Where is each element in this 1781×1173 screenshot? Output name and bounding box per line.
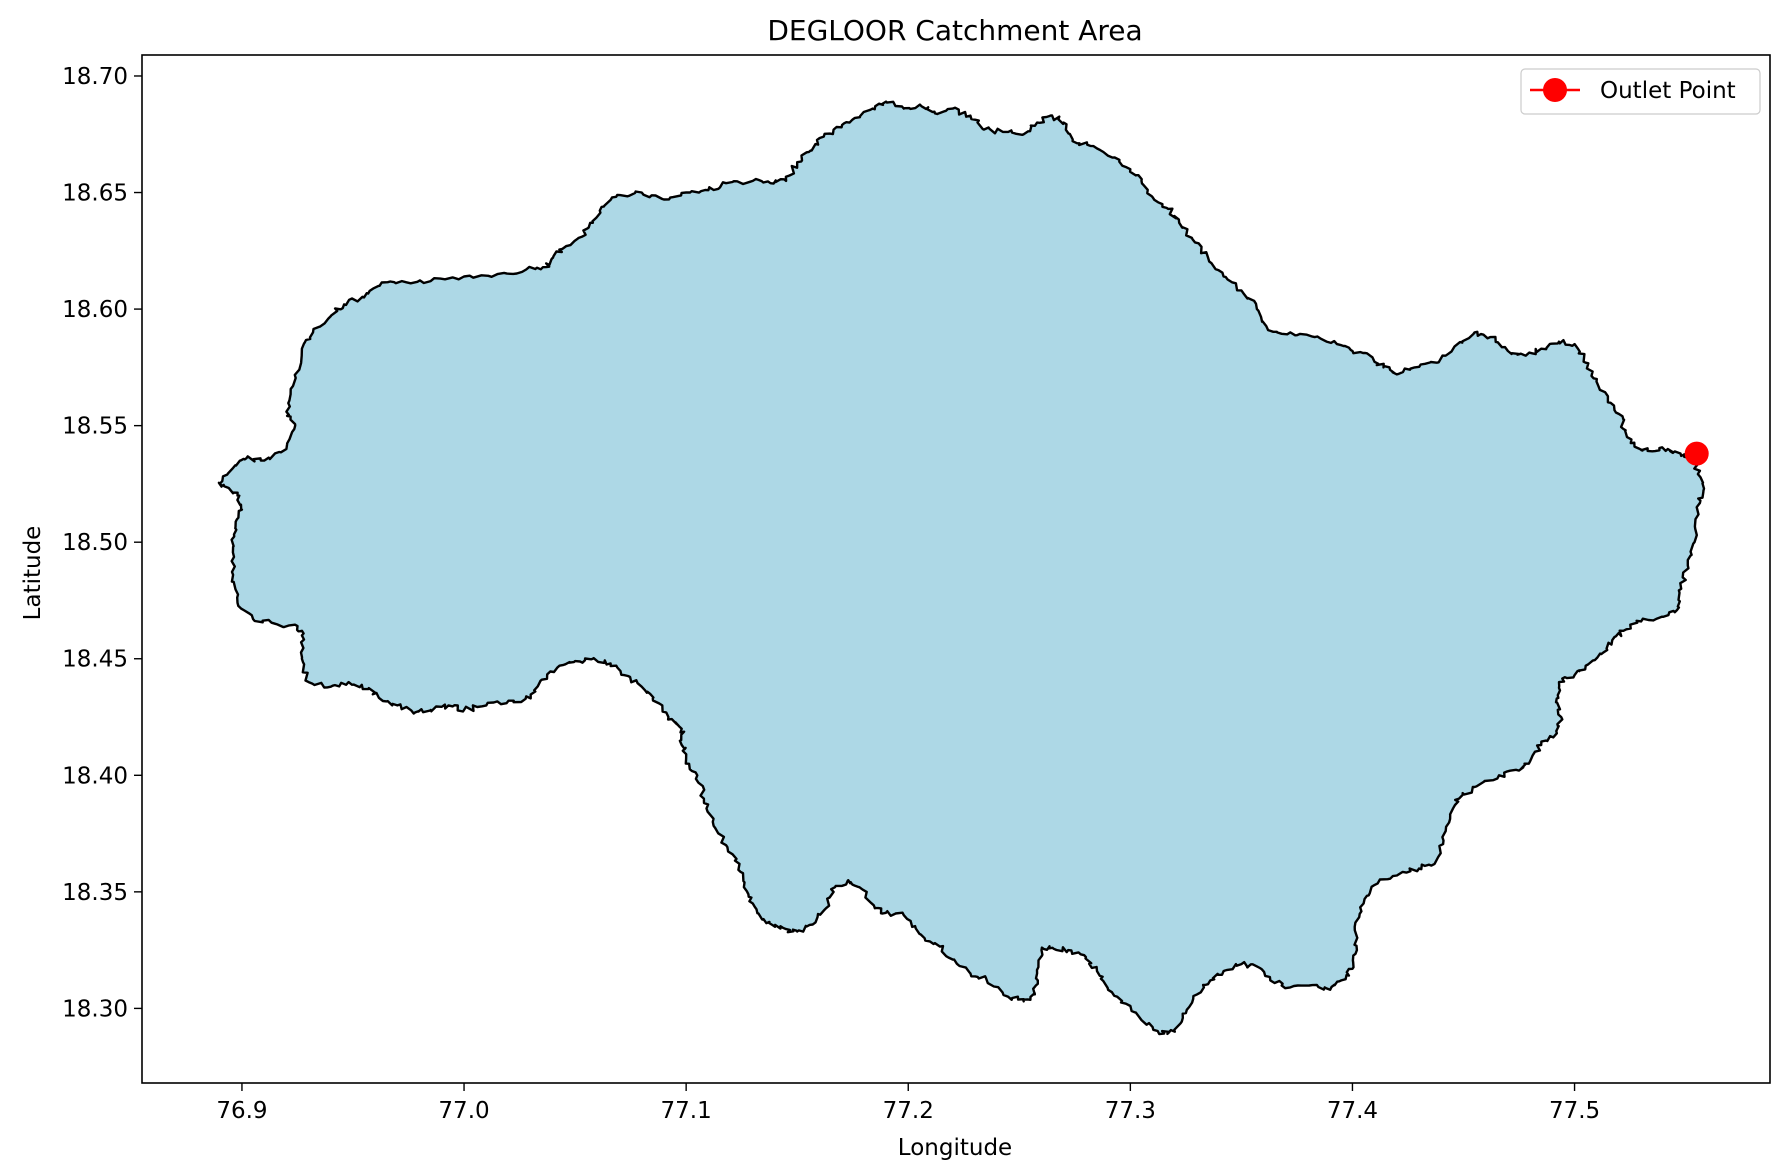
outlet-point-marker [1684, 441, 1709, 466]
y-axis: 18.30 18.35 18.40 18.45 18.50 18.55 18.60 18.65… [62, 64, 142, 1022]
y-tick-label: 18.65 [62, 181, 128, 207]
y-tick-label: 18.55 [62, 414, 128, 440]
outlet-point-group [1684, 441, 1709, 466]
plot-title: DEGLOOR Catchment Area [767, 14, 1142, 47]
x-tick-label: 77.3 [1105, 1098, 1156, 1124]
y-tick-label: 18.70 [62, 64, 128, 90]
y-axis-label: Latitude [20, 526, 46, 621]
y-tick-label: 18.35 [62, 880, 128, 906]
legend-outlet-label: Outlet Point [1600, 78, 1736, 104]
legend-box [1520, 68, 1761, 115]
x-tick-label: 76.9 [216, 1098, 267, 1124]
plot-frame [141, 54, 1771, 1084]
x-tick-label: 77.2 [883, 1098, 934, 1124]
x-axis-label: Longitude [898, 1135, 1012, 1161]
legend: Outlet Point [1520, 68, 1761, 115]
x-axis: 76.9 77.0 77.1 77.2 77.3 77.4 77.5 [216, 1083, 1600, 1124]
catchment-polygon [217, 100, 1706, 1036]
x-tick-label: 77.4 [1327, 1098, 1378, 1124]
x-tick-label: 77.0 [438, 1098, 489, 1124]
y-tick-label: 18.60 [62, 297, 128, 323]
legend-outlet-marker [1543, 78, 1567, 102]
y-tick-label: 18.45 [62, 647, 128, 673]
x-tick-label: 77.5 [1549, 1098, 1600, 1124]
y-tick-label: 18.40 [62, 763, 128, 789]
x-tick-label: 77.1 [661, 1098, 712, 1124]
y-tick-label: 18.30 [62, 996, 128, 1022]
plot-area [141, 54, 1771, 1084]
y-tick-label: 18.50 [62, 530, 128, 556]
